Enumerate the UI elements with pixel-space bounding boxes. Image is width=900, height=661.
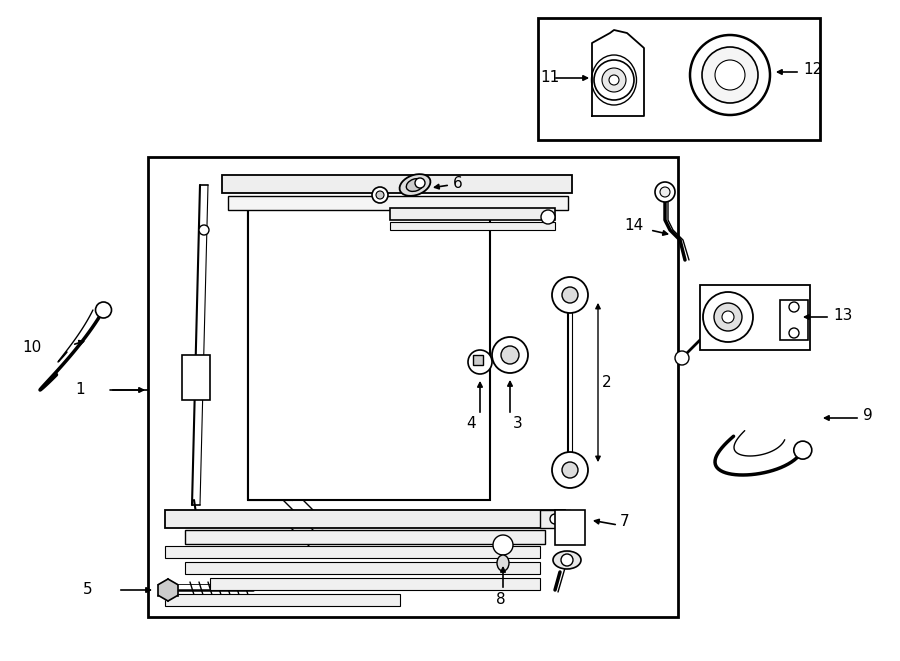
Bar xyxy=(555,510,585,545)
Bar xyxy=(165,546,540,558)
Text: 5: 5 xyxy=(83,582,92,598)
Circle shape xyxy=(199,225,209,235)
Circle shape xyxy=(501,346,519,364)
Bar xyxy=(185,530,545,544)
Circle shape xyxy=(794,441,812,459)
Bar xyxy=(210,578,540,590)
Circle shape xyxy=(552,452,588,488)
Text: 1: 1 xyxy=(76,383,85,397)
Circle shape xyxy=(562,462,578,478)
Circle shape xyxy=(415,178,425,188)
Bar xyxy=(538,18,820,140)
Text: 9: 9 xyxy=(863,408,873,424)
Bar xyxy=(228,196,568,210)
Circle shape xyxy=(789,328,799,338)
Circle shape xyxy=(95,302,112,318)
Circle shape xyxy=(594,60,634,100)
Text: 7: 7 xyxy=(620,514,630,529)
Polygon shape xyxy=(158,579,177,601)
Circle shape xyxy=(660,187,670,197)
Circle shape xyxy=(702,47,758,103)
Circle shape xyxy=(690,35,770,115)
Circle shape xyxy=(703,292,753,342)
Bar xyxy=(222,175,572,193)
Bar xyxy=(540,510,570,528)
Polygon shape xyxy=(592,30,644,116)
Text: 6: 6 xyxy=(453,176,463,190)
Circle shape xyxy=(675,351,689,365)
Circle shape xyxy=(376,191,384,199)
Ellipse shape xyxy=(497,555,509,571)
Circle shape xyxy=(714,303,742,331)
Text: 12: 12 xyxy=(803,63,823,77)
Bar xyxy=(390,208,555,220)
Circle shape xyxy=(722,311,734,323)
Circle shape xyxy=(550,514,560,524)
Ellipse shape xyxy=(400,174,430,196)
Circle shape xyxy=(372,187,388,203)
Bar xyxy=(185,562,540,574)
Bar xyxy=(248,200,490,500)
Ellipse shape xyxy=(406,178,424,192)
Text: 3: 3 xyxy=(513,416,523,432)
Bar xyxy=(700,285,810,350)
Text: 2: 2 xyxy=(602,375,612,390)
Bar xyxy=(182,355,210,400)
Ellipse shape xyxy=(553,551,581,569)
Text: 8: 8 xyxy=(496,592,506,607)
Text: 10: 10 xyxy=(22,340,42,356)
Circle shape xyxy=(493,535,513,555)
Bar xyxy=(473,355,483,365)
Circle shape xyxy=(655,182,675,202)
Bar xyxy=(148,157,678,617)
Circle shape xyxy=(552,277,588,313)
Circle shape xyxy=(602,68,626,92)
Text: 4: 4 xyxy=(466,416,475,432)
Circle shape xyxy=(541,210,555,224)
Text: 13: 13 xyxy=(833,307,852,323)
Circle shape xyxy=(562,287,578,303)
Bar xyxy=(165,510,565,528)
Bar xyxy=(165,594,400,606)
Bar xyxy=(390,222,555,230)
Circle shape xyxy=(609,75,619,85)
Circle shape xyxy=(468,350,492,374)
Bar xyxy=(780,300,808,340)
Circle shape xyxy=(789,302,799,312)
Text: 14: 14 xyxy=(624,219,644,233)
Circle shape xyxy=(492,337,528,373)
Circle shape xyxy=(715,60,745,90)
Text: 11: 11 xyxy=(540,71,559,85)
Circle shape xyxy=(561,554,573,566)
